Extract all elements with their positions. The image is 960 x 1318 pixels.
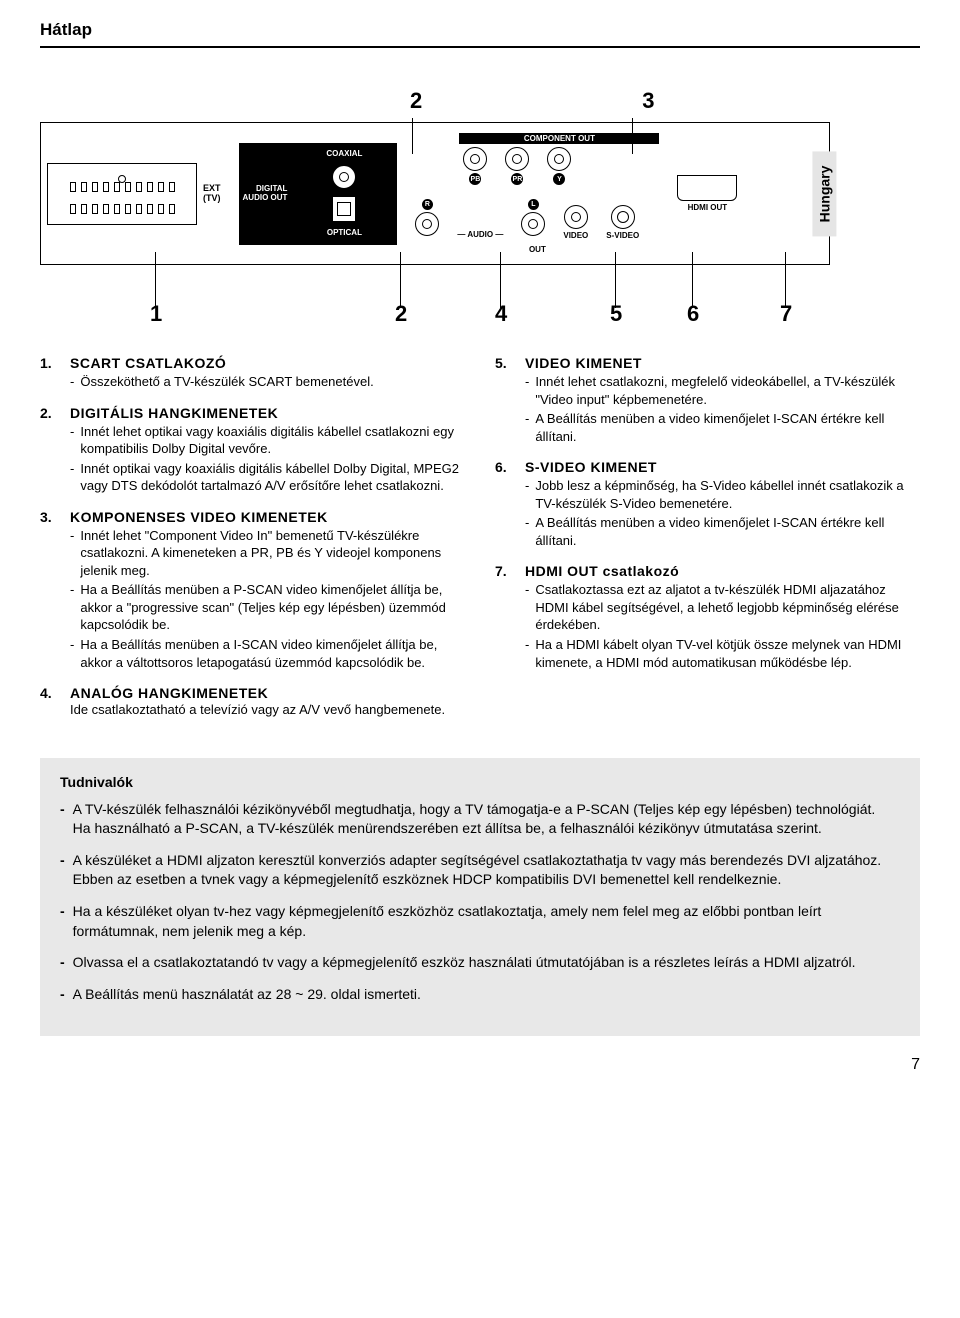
optical-label: OPTICAL (323, 228, 366, 239)
item-title: KOMPONENSES VIDEO KIMENETEK (70, 509, 328, 525)
component-pr (505, 147, 529, 171)
item-title: DIGITÁLIS HANGKIMENETEK (70, 405, 278, 421)
audio-r (415, 212, 439, 236)
item-bullet: -Innét optikai vagy koaxiális digitális … (70, 460, 465, 495)
right-column: 5. VIDEO KIMENET -Innét lehet csatlakozni,… (495, 355, 920, 733)
page-title: Hátlap (40, 20, 920, 48)
item-bullet: -Ha a Beállítás menüben a I-SCAN video k… (70, 636, 465, 671)
item-title: S-VIDEO KIMENET (525, 459, 657, 475)
callout-4: 4 (495, 301, 507, 327)
left-column: 1. SCART CSATLAKOZÓ -Összeköthető a TV-kés… (40, 355, 465, 733)
digital-audio-label: DIGITAL AUDIO OUT (243, 185, 288, 203)
optical-port (332, 196, 356, 222)
item-number: 7. (495, 563, 513, 579)
item-bullet: -Csatlakoztassa ezt az aljatot a tv-kész… (525, 581, 920, 634)
coaxial-label: COAXIAL (322, 149, 366, 160)
item-bullet: -Ha a Beállítás menüben a P-SCAN video k… (70, 581, 465, 634)
item-number: 2. (40, 405, 58, 421)
item-bullet: -Ha a HDMI kábelt olyan TV-vel kötjük ös… (525, 636, 920, 671)
list-item: 6. S-VIDEO KIMENET -Jobb lesz a képminőség… (495, 459, 920, 549)
callout-5: 5 (610, 301, 622, 327)
hdmi-block: HDMI OUT (677, 175, 737, 212)
hdmi-label: HDMI OUT (688, 203, 728, 212)
note-item: -A TV-készülék felhasználói kézikönyvébő… (60, 800, 900, 839)
video-port (564, 205, 588, 229)
callout-1: 1 (150, 301, 162, 327)
coaxial-port (332, 165, 356, 189)
notes-title: Tudnivalók (60, 774, 900, 790)
item-text: Ide csatlakoztatható a televízió vagy az… (70, 701, 465, 719)
item-bullet: -A Beállítás menüben a video kimenőjelet… (525, 410, 920, 445)
item-number: 3. (40, 509, 58, 525)
item-bullet: -Jobb lesz a képminőség, ha S-Video kábe… (525, 477, 920, 512)
callout-7: 7 (780, 301, 792, 327)
note-item: -Ha a készüléket olyan tv-hez vagy képme… (60, 902, 900, 941)
list-item: 2. DIGITÁLIS HANGKIMENETEK -Innét lehet op… (40, 405, 465, 495)
item-title: VIDEO KIMENET (525, 355, 642, 371)
callout-6: 6 (687, 301, 699, 327)
item-bullet: -Innét lehet csatlakozni, megfelelő vide… (525, 373, 920, 408)
list-item: 4. ANALÓG HANGKIMENETEKIde csatlakoztatha… (40, 685, 465, 719)
list-item: 5. VIDEO KIMENET -Innét lehet csatlakozni,… (495, 355, 920, 445)
ext-label: EXT(TV) (203, 184, 221, 204)
digital-audio-block: COAXIAL OPTICAL (291, 143, 397, 245)
component-out-label: COMPONENT OUT (459, 133, 659, 144)
hdmi-port (677, 175, 737, 201)
item-number: 6. (495, 459, 513, 475)
country-tab: Hungary (813, 151, 837, 236)
item-title: SCART CSATLAKOZÓ (70, 355, 226, 371)
diagram: 2 3 Hungary EXT(TV) DIGITAL AUDIO OUT (40, 88, 920, 325)
svideo-port (611, 205, 635, 229)
item-bullet: -Innét lehet "Component Video In" bemene… (70, 527, 465, 580)
audio-label: — AUDIO — (457, 230, 503, 239)
audio-l (521, 212, 545, 236)
component-pb (463, 147, 487, 171)
component-y (547, 147, 571, 171)
item-bullet: -A Beállítás menüben a video kimenőjelet… (525, 514, 920, 549)
scart-connector: EXT(TV) (47, 163, 221, 225)
note-item: -A Beállítás menü használatát az 28 ~ 29… (60, 985, 900, 1005)
page-number: 7 (40, 1056, 920, 1074)
callout-top-2: 2 (410, 88, 422, 114)
rear-panel: Hungary EXT(TV) DIGITAL AUDIO OUT COAXIA… (40, 122, 830, 265)
out-label: OUT (415, 245, 659, 254)
item-title: ANALÓG HANGKIMENETEK (70, 685, 268, 701)
list-item: 3. KOMPONENSES VIDEO KIMENETEK -Innét lehe… (40, 509, 465, 671)
note-item: -A készüléket a HDMI aljzaton keresztül … (60, 851, 900, 890)
callout-top-3: 3 (642, 88, 654, 114)
item-bullet: -Összeköthető a TV-készülék SCART bemene… (70, 373, 465, 391)
notes-box: Tudnivalók -A TV-készülék felhasználói k… (40, 758, 920, 1037)
list-item: 1. SCART CSATLAKOZÓ -Összeköthető a TV-kés… (40, 355, 465, 391)
item-bullet: -Innét lehet optikai vagy koaxiális digi… (70, 423, 465, 458)
item-title: HDMI OUT csatlakozó (525, 563, 679, 579)
item-number: 1. (40, 355, 58, 371)
item-number: 5. (495, 355, 513, 371)
item-number: 4. (40, 685, 58, 701)
av-block: COMPONENT OUT PB PR Y R — AUDIO — L VIDE… (415, 133, 659, 254)
callout-2: 2 (395, 301, 407, 327)
note-item: -Olvassa el a csatlakoztatandó tv vagy a… (60, 953, 900, 973)
list-item: 7. HDMI OUT csatlakozó -Csatlakoztassa ezt… (495, 563, 920, 671)
